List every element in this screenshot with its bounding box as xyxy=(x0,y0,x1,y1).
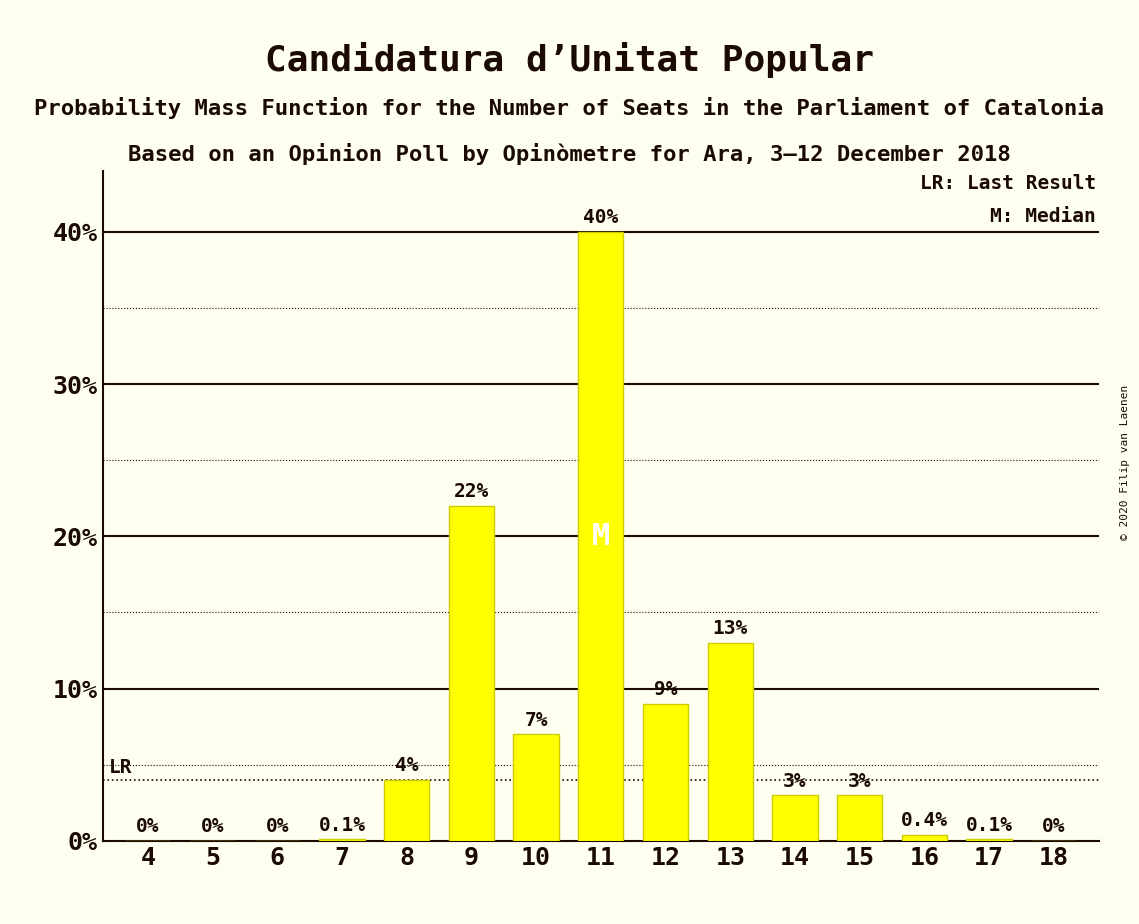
Text: 13%: 13% xyxy=(713,619,748,638)
Bar xyxy=(449,506,494,841)
Text: Probability Mass Function for the Number of Seats in the Parliament of Catalonia: Probability Mass Function for the Number… xyxy=(34,97,1105,119)
Text: 22%: 22% xyxy=(453,482,489,502)
Text: LR: Last Result: LR: Last Result xyxy=(919,174,1096,193)
Bar xyxy=(707,643,753,841)
Text: Based on an Opinion Poll by Opinòmetre for Ara, 3–12 December 2018: Based on an Opinion Poll by Opinòmetre f… xyxy=(128,143,1011,165)
Bar xyxy=(837,796,883,841)
Bar xyxy=(319,839,364,841)
Bar xyxy=(902,834,947,841)
Text: M: Median: M: Median xyxy=(990,208,1096,226)
Text: LR: LR xyxy=(109,758,132,777)
Text: 0.1%: 0.1% xyxy=(319,816,366,834)
Bar xyxy=(967,839,1011,841)
Text: © 2020 Filip van Laenen: © 2020 Filip van Laenen xyxy=(1121,384,1130,540)
Bar xyxy=(384,780,429,841)
Text: 0%: 0% xyxy=(200,817,224,836)
Text: M: M xyxy=(591,522,611,551)
Text: 3%: 3% xyxy=(784,772,806,791)
Text: 40%: 40% xyxy=(583,208,618,227)
Bar xyxy=(579,232,623,841)
Bar xyxy=(514,735,559,841)
Bar xyxy=(772,796,818,841)
Text: 3%: 3% xyxy=(847,772,871,791)
Text: 0%: 0% xyxy=(1042,817,1066,836)
Bar xyxy=(642,704,688,841)
Text: 0.4%: 0.4% xyxy=(901,811,948,830)
Text: 0.1%: 0.1% xyxy=(966,816,1013,834)
Text: 0%: 0% xyxy=(265,817,289,836)
Text: 9%: 9% xyxy=(654,680,678,699)
Text: 7%: 7% xyxy=(524,711,548,730)
Text: 4%: 4% xyxy=(395,757,418,775)
Text: Candidatura d’Unitat Popular: Candidatura d’Unitat Popular xyxy=(265,42,874,78)
Text: 0%: 0% xyxy=(136,817,159,836)
